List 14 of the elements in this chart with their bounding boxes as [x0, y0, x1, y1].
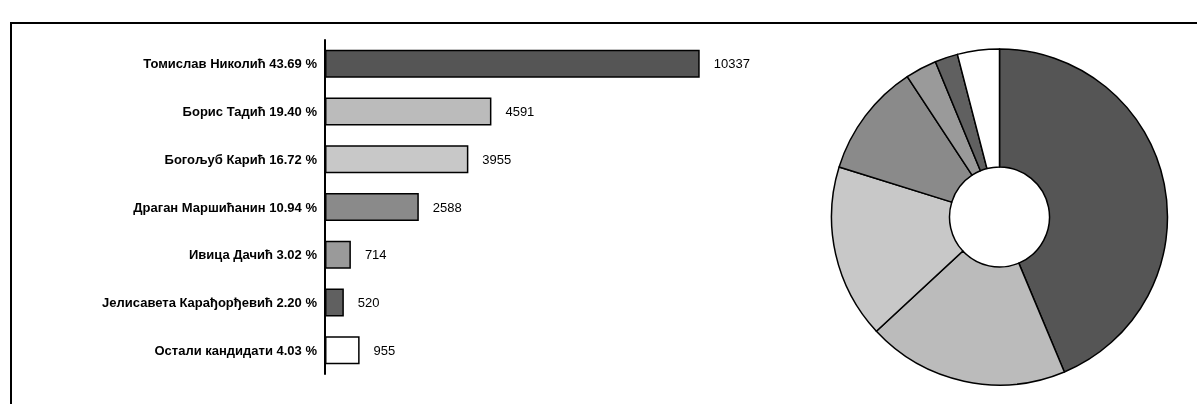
- data-label: 520: [357, 294, 380, 310]
- data-label: 4591: [505, 104, 535, 120]
- y-tick-label: Борис Тадић 19.40 %: [182, 104, 318, 120]
- data-label: 2588: [432, 199, 462, 215]
- data-label: 714: [364, 247, 387, 263]
- y-tick-label: Богољуб Карић 16.72 %: [164, 151, 318, 167]
- y-tick-label: Драган Маршићанин 10.94 %: [133, 199, 318, 215]
- data-label: 10337: [713, 56, 750, 72]
- y-tick-label: Томислав Николић 43.69 %: [143, 56, 318, 72]
- y-tick-label: Остали кандидати 4.03 %: [154, 342, 318, 358]
- y-tick-label: Јелисавета Карађорђевић 2.20 %: [102, 294, 318, 310]
- y-tick-label: Ивица Дачић 3.02 %: [188, 247, 318, 263]
- data-label: 955: [373, 342, 396, 358]
- data-label: 3955: [482, 151, 512, 167]
